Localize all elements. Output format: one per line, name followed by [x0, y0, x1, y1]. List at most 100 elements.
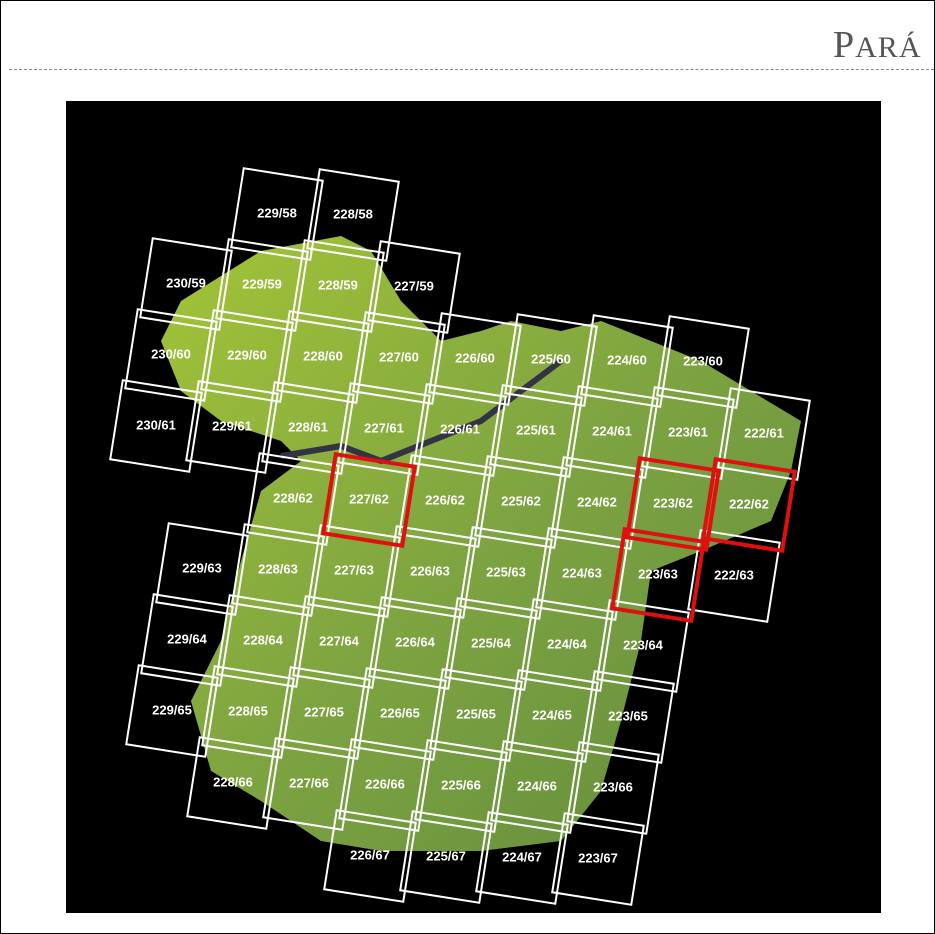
tile — [231, 523, 325, 617]
tile — [565, 385, 659, 479]
tile-label: 228/63 — [258, 561, 298, 576]
tile-label: 226/65 — [380, 705, 420, 720]
tile-outline — [535, 527, 629, 621]
tile-outline — [155, 522, 249, 616]
tile — [444, 597, 538, 691]
tile-label: 224/63 — [562, 565, 602, 580]
tile — [139, 237, 233, 331]
tile-outline — [717, 387, 811, 481]
tile-label: 223/63 — [638, 566, 678, 581]
tile-label: 226/60 — [455, 350, 495, 365]
tile-label: 225/66 — [441, 777, 481, 792]
tile — [186, 736, 280, 830]
tile-label: 222/61 — [744, 425, 784, 440]
tile-label: 223/61 — [668, 424, 708, 439]
tile-outline — [276, 310, 370, 404]
tile — [399, 810, 493, 904]
tile — [566, 741, 660, 835]
tile-outline — [201, 665, 295, 759]
tile-label: 224/61 — [592, 423, 632, 438]
tile — [292, 595, 386, 689]
tile-label: 226/62 — [425, 492, 465, 507]
tile-outline — [292, 595, 386, 689]
tile-label: 229/64 — [167, 631, 208, 646]
tile-outline — [261, 381, 355, 475]
tile-label: 229/65 — [152, 702, 192, 717]
tile-label: 225/61 — [516, 422, 556, 437]
tile-outline — [520, 598, 614, 692]
tile — [337, 382, 431, 476]
tile-label: 228/65 — [228, 703, 268, 718]
tile — [261, 381, 355, 475]
tile-label: 225/65 — [456, 706, 496, 721]
tile-label: 227/61 — [364, 420, 404, 435]
tile-outline — [323, 809, 417, 903]
tile-outline — [413, 383, 507, 477]
tile-outline — [306, 168, 400, 262]
tile — [306, 168, 400, 262]
tile — [323, 809, 417, 903]
tile — [353, 667, 447, 761]
tile-label: 223/62 — [653, 495, 693, 510]
tile-label: 226/66 — [365, 776, 405, 791]
tile-outline — [505, 669, 599, 763]
tile-outline — [550, 456, 644, 550]
tile-highlight — [320, 451, 418, 549]
tile — [624, 455, 722, 553]
tile-label: 223/60 — [683, 353, 723, 368]
tiles: 229/58 228/58 230/59 229/59 228/59 227/59 230/… — [109, 167, 811, 906]
tile — [520, 598, 614, 692]
tile — [504, 313, 598, 407]
tile-outline — [580, 314, 674, 408]
tile-label: 227/63 — [334, 562, 374, 577]
tile-label: 225/67 — [426, 848, 466, 863]
tile-label: 229/61 — [212, 418, 252, 433]
tile-outline — [291, 239, 385, 333]
tile-outline — [474, 455, 568, 549]
tile-outline — [429, 668, 523, 762]
tile-label: 229/63 — [182, 560, 222, 575]
tile-outline — [565, 385, 659, 479]
tile — [700, 456, 798, 554]
tile-label: 223/65 — [608, 708, 648, 723]
tile-label: 230/61 — [136, 417, 176, 432]
tile — [201, 665, 295, 759]
divider — [9, 69, 934, 70]
tile-label: 224/65 — [532, 707, 572, 722]
tile-outline — [307, 524, 401, 618]
tile-label: 228/64 — [243, 632, 284, 647]
tile — [609, 526, 707, 624]
tile — [429, 668, 523, 762]
tile-outline — [444, 597, 538, 691]
tile-outline — [687, 529, 781, 623]
tile-label: 227/60 — [379, 349, 419, 364]
tile-label: 224/66 — [517, 778, 557, 793]
tile — [413, 383, 507, 477]
tile-label: 226/67 — [350, 847, 390, 862]
tile-outline — [368, 596, 462, 690]
tile — [320, 451, 418, 549]
tile-outline — [475, 811, 569, 905]
tile — [140, 593, 234, 687]
tile-label: 224/67 — [502, 849, 542, 864]
tile — [291, 239, 385, 333]
tile-label: 224/62 — [577, 494, 617, 509]
tile-outline — [596, 599, 690, 693]
tile — [414, 739, 508, 833]
tile-label: 227/64 — [319, 633, 360, 648]
tile-label: 226/63 — [410, 563, 450, 578]
tile-outline — [231, 523, 325, 617]
tile-label: 225/62 — [501, 493, 541, 508]
tile-outline — [125, 664, 219, 758]
tile-outline — [230, 167, 324, 261]
tile — [185, 380, 279, 474]
tile-outline — [490, 740, 584, 834]
tile-outline — [414, 739, 508, 833]
tile-label: 227/62 — [349, 491, 389, 506]
tile-outline — [566, 741, 660, 835]
tile — [246, 452, 340, 546]
tile — [230, 167, 324, 261]
tile-outline — [504, 313, 598, 407]
tile — [338, 738, 432, 832]
tile — [581, 670, 675, 764]
